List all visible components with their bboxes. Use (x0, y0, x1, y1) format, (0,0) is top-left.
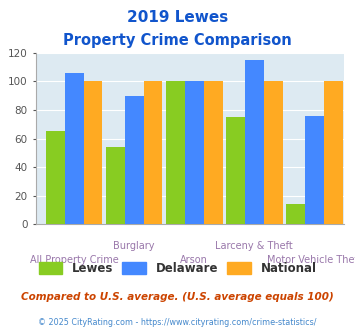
Bar (166, 82, 185, 224)
Bar (46, 131, 65, 224)
Bar (324, 82, 343, 224)
Bar (286, 204, 305, 224)
Text: Compared to U.S. average. (U.S. average equals 100): Compared to U.S. average. (U.S. average … (21, 292, 334, 302)
Text: Burglary: Burglary (113, 241, 155, 251)
Text: © 2025 CityRating.com - https://www.cityrating.com/crime-statistics/: © 2025 CityRating.com - https://www.city… (38, 318, 317, 327)
Text: All Property Crime: All Property Crime (30, 255, 119, 265)
Text: Motor Vehicle Theft: Motor Vehicle Theft (267, 255, 355, 265)
Text: Larceny & Theft: Larceny & Theft (215, 241, 293, 251)
Bar (106, 147, 125, 224)
Bar (125, 96, 143, 224)
Text: Arson: Arson (180, 255, 208, 265)
Bar (65, 73, 83, 224)
Text: 2019 Lewes: 2019 Lewes (127, 10, 228, 25)
Bar (264, 82, 283, 224)
Bar (305, 116, 324, 224)
Bar (185, 82, 204, 224)
Bar (83, 82, 102, 224)
Bar (143, 82, 163, 224)
Bar (204, 82, 223, 224)
Bar (226, 117, 245, 224)
Text: Property Crime Comparison: Property Crime Comparison (63, 33, 292, 48)
Legend: Lewes, Delaware, National: Lewes, Delaware, National (35, 258, 320, 279)
Bar (245, 60, 264, 224)
